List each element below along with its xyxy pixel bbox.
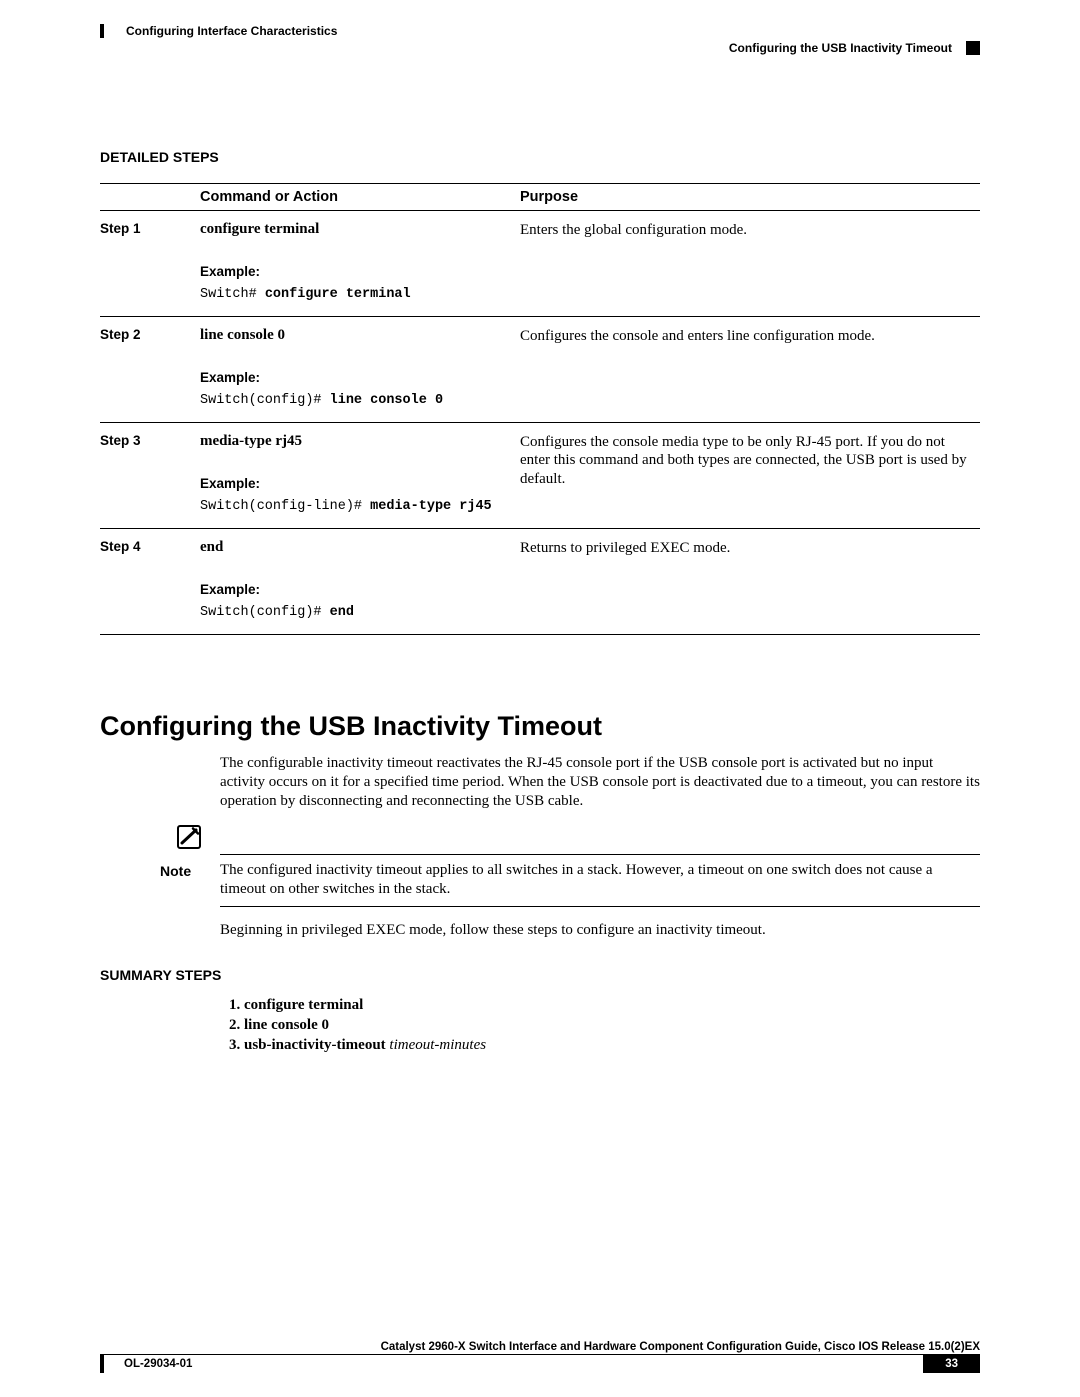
example-label: Example:: [200, 264, 512, 279]
example-label: Example:: [200, 476, 512, 491]
chapter-title: Configuring Interface Characteristics: [126, 24, 337, 38]
header-square-icon: [966, 41, 980, 55]
header-top: Configuring Interface Characteristics: [100, 24, 980, 38]
purpose-text: Enters the global configuration mode.: [520, 221, 972, 239]
table-row: Step 1 configure terminal Example: Switc…: [100, 211, 980, 317]
footer-guide-title: Catalyst 2960-X Switch Interface and Har…: [100, 1341, 980, 1355]
summary-item: line console 0: [244, 1017, 980, 1034]
note-rule-bottom: [220, 906, 980, 907]
purpose-text: Configures the console media type to be …: [520, 433, 972, 488]
footer-doc-number: OL-29034-01: [124, 1358, 192, 1370]
summary-steps-heading: SUMMARY STEPS: [100, 967, 980, 983]
command-name: end: [200, 539, 512, 556]
code-example: Switch(config)# end: [200, 605, 512, 620]
example-label: Example:: [200, 370, 512, 385]
code-example: Switch(config-line)# media-type rj45: [200, 499, 512, 514]
summary-item: usb-inactivity-timeout timeout-minutes: [244, 1037, 980, 1054]
command-name: line console 0: [200, 327, 512, 344]
purpose-text: Configures the console and enters line c…: [520, 327, 972, 345]
detailed-steps-heading: DETAILED STEPS: [100, 149, 980, 165]
table-row: Step 4 end Example: Switch(config)# end …: [100, 529, 980, 635]
page-footer: Catalyst 2960-X Switch Interface and Har…: [100, 1341, 980, 1373]
th-command: Command or Action: [200, 184, 520, 211]
table-row: Step 3 media-type rj45 Example: Switch(c…: [100, 423, 980, 529]
step-label: Step 2: [100, 327, 141, 342]
step-label: Step 1: [100, 221, 141, 236]
summary-list: configure terminal line console 0 usb-in…: [244, 997, 980, 1054]
note-icon: [176, 824, 202, 850]
note-label: Note: [160, 861, 220, 879]
header-sub: Configuring the USB Inactivity Timeout: [100, 41, 980, 55]
header-bar-icon: [100, 24, 104, 38]
table-row: Step 2 line console 0 Example: Switch(co…: [100, 317, 980, 423]
section-heading: Configuring the USB Inactivity Timeout: [100, 711, 980, 742]
purpose-text: Returns to privileged EXEC mode.: [520, 539, 972, 557]
command-name: configure terminal: [200, 221, 512, 238]
note-rule-top: [220, 854, 980, 855]
command-name: media-type rj45: [200, 433, 512, 450]
th-purpose: Purpose: [520, 184, 980, 211]
step-label: Step 3: [100, 433, 141, 448]
example-label: Example:: [200, 582, 512, 597]
section-running-title: Configuring the USB Inactivity Timeout: [729, 41, 952, 55]
step-label: Step 4: [100, 539, 141, 554]
note-text: The configured inactivity timeout applie…: [220, 861, 980, 899]
code-example: Switch(config)# line console 0: [200, 393, 512, 408]
footer-page-number: 33: [923, 1355, 980, 1373]
footer-bar-icon: [100, 1355, 104, 1373]
intro-paragraph: The configurable inactivity timeout reac…: [220, 754, 980, 810]
note-block: Note The configured inactivity timeout a…: [160, 824, 980, 906]
steps-table: Command or Action Purpose Step 1 configu…: [100, 183, 980, 635]
lead-paragraph: Beginning in privileged EXEC mode, follo…: [220, 921, 980, 940]
code-example: Switch# configure terminal: [200, 287, 512, 302]
th-blank: [100, 184, 200, 211]
summary-item: configure terminal: [244, 997, 980, 1014]
